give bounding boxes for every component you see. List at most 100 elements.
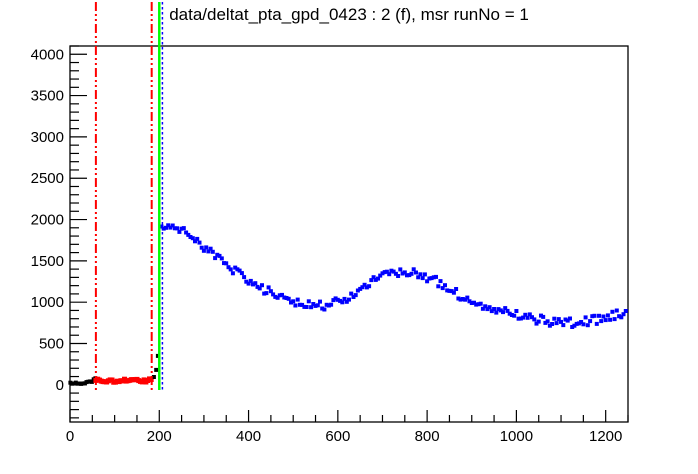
- data-point: [465, 295, 470, 300]
- data-point: [362, 282, 367, 287]
- data-point: [483, 304, 488, 309]
- data-point: [188, 235, 193, 239]
- data-point: [373, 277, 378, 282]
- data-point: [398, 267, 403, 272]
- data-point: [302, 304, 307, 309]
- data-point: [597, 313, 601, 318]
- data-point: [489, 309, 494, 314]
- data-point: [213, 256, 218, 261]
- data-point: [387, 272, 392, 277]
- data-point: [400, 271, 405, 276]
- data-point: [503, 306, 508, 311]
- data-point: [340, 300, 345, 305]
- data-point: [331, 298, 336, 303]
- data-point: [563, 317, 568, 322]
- data-point: [324, 302, 329, 307]
- data-point: [151, 375, 156, 379]
- data-point: [224, 261, 229, 266]
- data-point: [485, 307, 490, 312]
- y-axis-tick-label: 1000: [31, 294, 64, 311]
- data-point: [193, 239, 197, 244]
- data-point: [280, 292, 284, 297]
- data-point: [351, 295, 356, 299]
- data-point: [599, 319, 604, 324]
- data-point: [344, 299, 349, 304]
- data-point: [443, 283, 447, 288]
- axis-ticks: [69, 45, 629, 422]
- data-point: [215, 252, 220, 257]
- data-point: [253, 281, 258, 286]
- data-point: [204, 245, 209, 250]
- data-point: [447, 288, 452, 293]
- x-axis-tick-label: 600: [325, 428, 350, 445]
- data-point: [179, 226, 184, 231]
- data-point: [358, 286, 363, 291]
- data-point: [184, 230, 189, 235]
- data-point: [592, 313, 597, 318]
- data-point: [320, 306, 325, 311]
- data-point: [164, 225, 168, 230]
- data-point: [226, 265, 231, 270]
- data-point: [262, 291, 267, 296]
- data-point: [456, 296, 461, 301]
- data-point: [300, 302, 305, 307]
- data-point: [195, 236, 200, 241]
- data-point: [275, 295, 280, 300]
- data-point: [438, 279, 443, 284]
- data-point: [242, 275, 247, 280]
- data-point: [376, 276, 380, 281]
- data-point: [277, 293, 282, 298]
- data-point: [440, 286, 445, 291]
- data-point: [451, 290, 456, 295]
- data-point: [382, 270, 387, 275]
- data-point: [411, 267, 416, 272]
- prompt-peak-rise: [151, 353, 160, 379]
- data-point: [201, 248, 206, 253]
- data-point: [527, 312, 532, 317]
- data-point: [335, 297, 340, 302]
- x-axis-tick-label: 200: [147, 428, 172, 445]
- data-point: [420, 276, 425, 281]
- axis-tick-labels: 0 200 400 600 800 1000 1200 0 500 1000 1500 2000 250…: [31, 46, 623, 445]
- data-point: [621, 312, 626, 317]
- data-point: [623, 309, 628, 313]
- data-point: [228, 267, 233, 272]
- data-point: [449, 289, 454, 294]
- data-point: [237, 268, 242, 273]
- data-point: [431, 275, 436, 280]
- data-point: [389, 268, 394, 273]
- data-point: [585, 323, 590, 328]
- data-point: [264, 291, 269, 296]
- data-point: [248, 278, 253, 283]
- data-point: [445, 288, 450, 293]
- data-point: [494, 310, 499, 315]
- data-point: [414, 270, 418, 275]
- data-point: [349, 291, 354, 296]
- data-point: [434, 274, 438, 279]
- data-point: [190, 236, 195, 241]
- y-axis-tick-label: 0: [56, 377, 64, 394]
- data-point: [594, 321, 599, 326]
- data-point: [561, 323, 566, 328]
- data-point: [309, 305, 314, 310]
- data-point: [235, 267, 240, 272]
- data-point: [574, 321, 579, 326]
- data-point: [170, 223, 175, 228]
- data-point: [255, 284, 260, 289]
- data-point: [487, 305, 492, 310]
- y-axis-tick-label: 2000: [31, 212, 64, 229]
- data-point: [177, 229, 182, 234]
- data-point: [460, 297, 465, 301]
- data-point: [219, 256, 224, 261]
- data-point: [266, 285, 271, 290]
- data-point: [155, 353, 160, 358]
- data-point: [601, 314, 606, 319]
- data-point: [206, 249, 211, 254]
- data-point: [572, 323, 577, 328]
- data-point: [89, 379, 94, 384]
- data-point: [304, 305, 309, 309]
- data-point: [396, 274, 401, 278]
- x-axis-tick-label: 1000: [500, 428, 533, 445]
